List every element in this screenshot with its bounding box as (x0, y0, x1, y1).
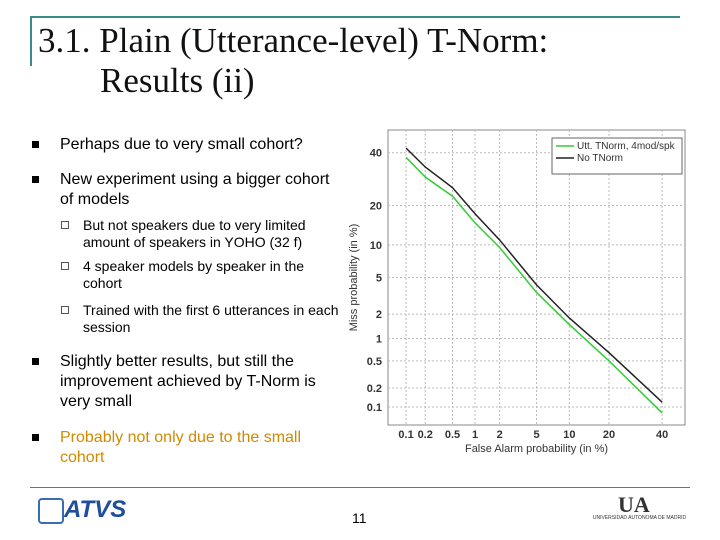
title: 3.1. Plain (Utterance-level) T-Norm: (38, 21, 549, 60)
frame-line (30, 16, 32, 66)
x-tick-label: 40 (656, 429, 668, 441)
y-tick-label: 40 (370, 148, 382, 160)
legend-label: Utt. TNorm, 4mod/spk (577, 141, 676, 152)
logo-right-sub: UNIVERSIDAD AUTONOMA DE MADRID (592, 515, 687, 521)
legend-box (551, 137, 683, 175)
y-tick-label: 1 (376, 334, 382, 346)
bullet: Probably not only due to the small cohor… (32, 428, 345, 468)
det-curve (405, 147, 663, 403)
y-tick-label: 2 (376, 309, 382, 321)
bullet: New experiment using a bigger cohort of … (32, 170, 345, 210)
x-tick-label: 10 (563, 429, 575, 441)
x-tick-label: 0.2 (418, 429, 433, 441)
x-tick-label: 0.5 (445, 429, 460, 441)
legend-label: No TNorm (577, 153, 623, 164)
y-tick-label: 10 (370, 240, 382, 252)
title: Results (ii) (100, 61, 255, 100)
y-axis-label: Miss probability (in %) (348, 224, 360, 332)
logo-icon (38, 498, 64, 524)
det-chart: 0.1 0.2 0.5 1 2 5 10 20 40 0.1 0.2 0.5 1 2 5 10 20 40 Fals… (348, 129, 686, 455)
x-tick-label: 5 (533, 429, 539, 441)
x-tick-label: 0.1 (398, 429, 413, 441)
sub-bullet: 4 speaker models by speaker in the cohor… (61, 258, 345, 292)
logo-left: ATVS (64, 496, 127, 523)
sub-bullet: Trained with the first 6 utterances in e… (61, 302, 345, 336)
bullet: Slightly better results, but still the i… (32, 352, 345, 412)
bullet: Perhaps due to very small cohort? (32, 135, 345, 155)
det-curve (405, 156, 663, 414)
x-tick-label: 2 (497, 429, 503, 441)
y-tick-label: 5 (376, 272, 382, 284)
footer-line (30, 487, 690, 488)
frame-line (30, 16, 680, 18)
x-tick-label: 1 (472, 429, 478, 441)
page-number: 11 (352, 510, 367, 526)
logo-right: UA (618, 492, 650, 517)
y-tick-label: 0.1 (367, 402, 382, 414)
sub-bullet: But not speakers due to very limited amo… (61, 217, 345, 251)
y-tick-label: 0.5 (367, 356, 382, 368)
x-tick-label: 20 (603, 429, 615, 441)
y-tick-label: 0.2 (367, 383, 382, 395)
y-tick-label: 20 (370, 200, 382, 212)
x-axis-label: False Alarm probability (in %) (465, 443, 608, 455)
